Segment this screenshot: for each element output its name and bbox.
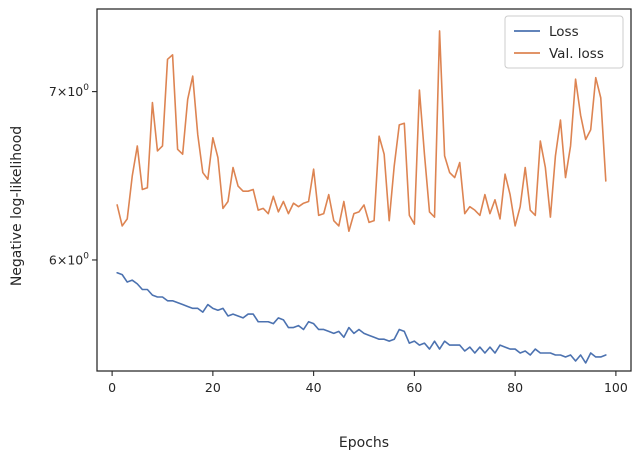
x-axis: 0 20 40 60 80 100 bbox=[108, 371, 628, 395]
y-tick-label: 7×100 bbox=[49, 83, 89, 99]
y-axis-label: Negative log-likelihood bbox=[9, 126, 25, 286]
series-line-0 bbox=[116, 271, 607, 364]
x-tick-label: 60 bbox=[406, 380, 422, 395]
y-axis: 6×100 7×100 bbox=[49, 83, 97, 267]
legend: Loss Val. loss bbox=[504, 15, 624, 69]
x-tick-label: 20 bbox=[205, 380, 221, 395]
legend-label: Val. loss bbox=[549, 46, 604, 62]
x-tick-label: 100 bbox=[604, 380, 628, 395]
legend-box bbox=[504, 15, 624, 69]
series-line-1 bbox=[116, 30, 607, 233]
x-tick-label: 40 bbox=[306, 380, 322, 395]
legend-label: Loss bbox=[549, 24, 579, 40]
x-axis-label: Epochs bbox=[339, 435, 389, 451]
plot-area bbox=[97, 9, 631, 371]
x-tick-label: 0 bbox=[108, 380, 116, 395]
series-layer bbox=[116, 30, 607, 364]
x-tick-label: 80 bbox=[507, 380, 523, 395]
y-tick-label: 6×100 bbox=[49, 251, 89, 267]
plot-frame bbox=[96, 8, 632, 372]
